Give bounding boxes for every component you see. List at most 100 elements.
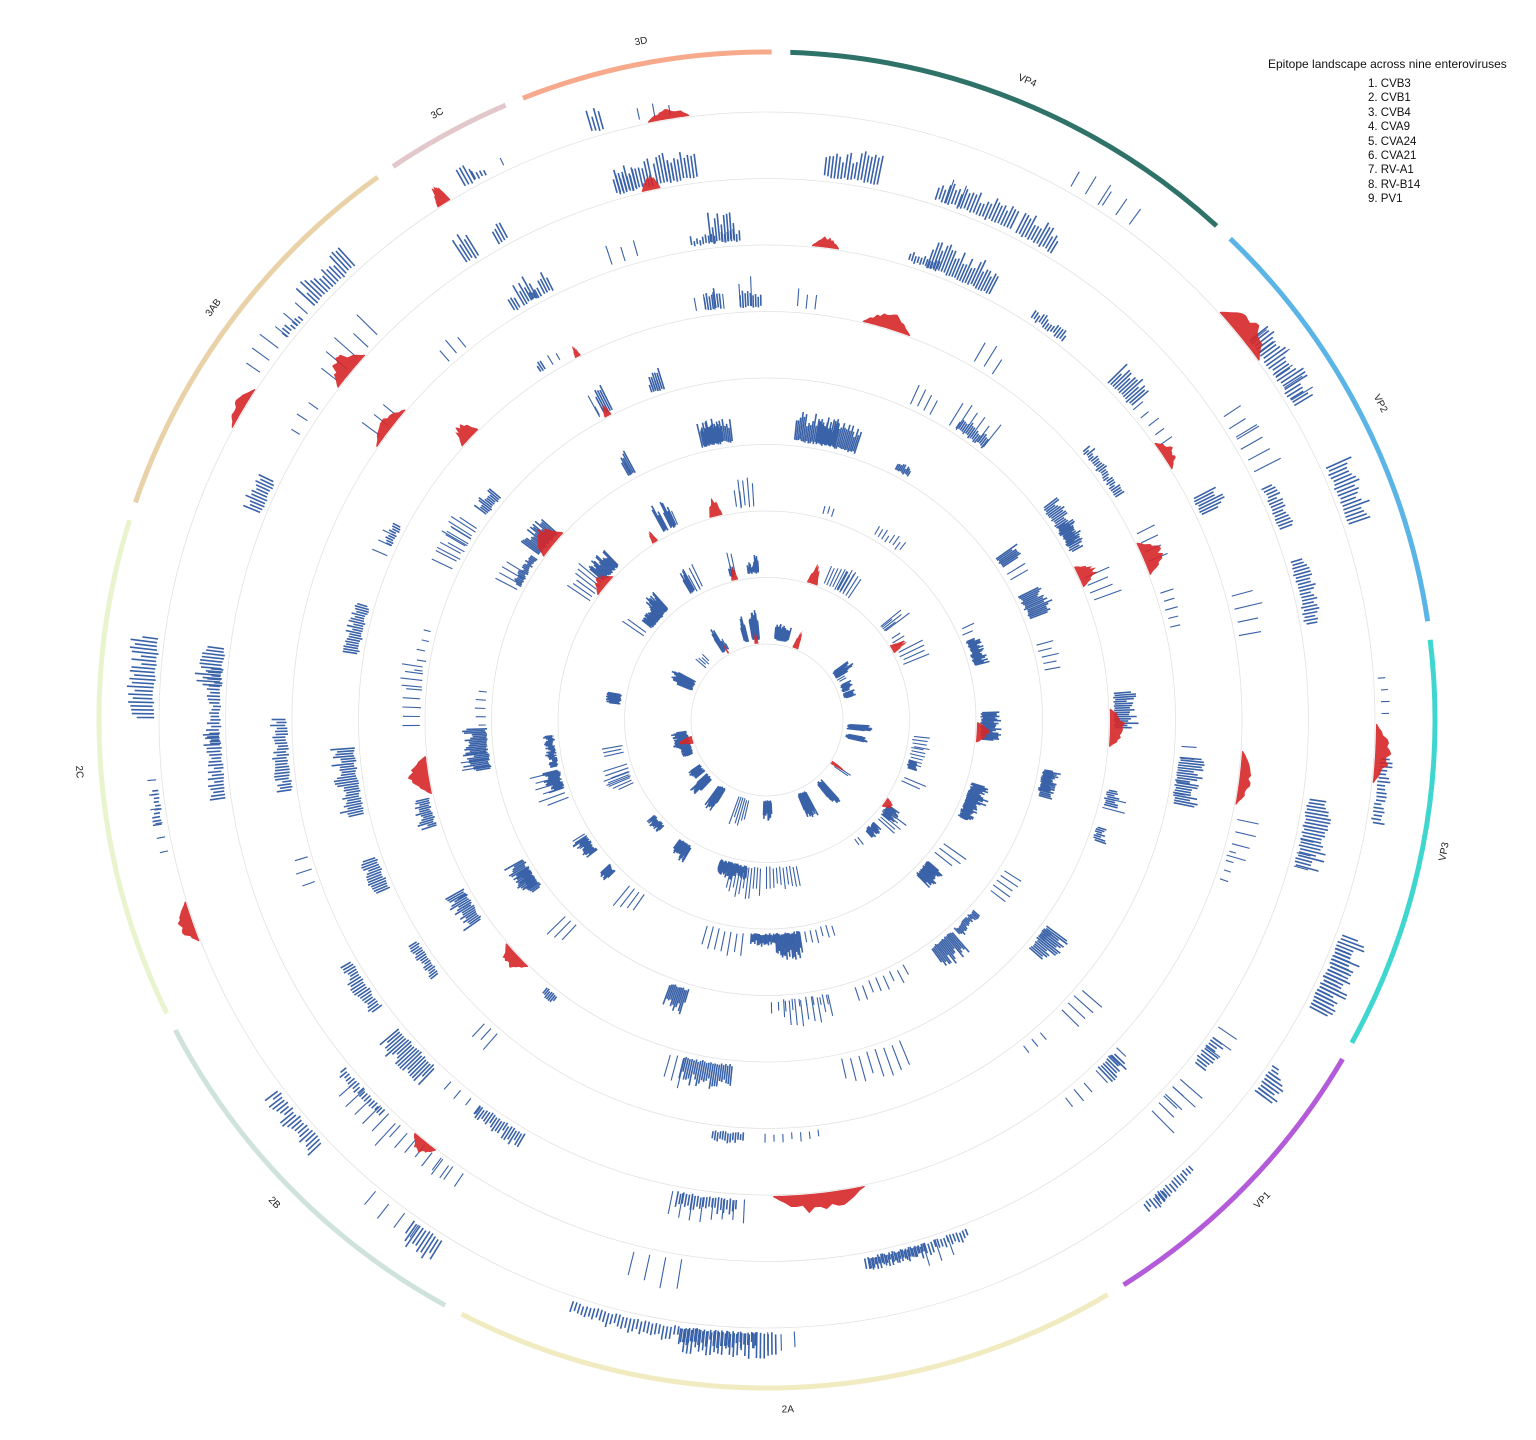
epitope-bar <box>1026 224 1037 240</box>
epitope-bar <box>916 256 920 264</box>
epitope-bar <box>489 1117 498 1128</box>
epitope-bar <box>274 759 288 763</box>
epitope-bar <box>573 1302 578 1312</box>
epitope-bar <box>966 267 976 285</box>
epitope-bar <box>1298 583 1316 589</box>
epitope-bar <box>704 785 720 806</box>
epitope-bar <box>945 179 955 204</box>
epitope-bar <box>703 297 707 310</box>
epitope-bar <box>328 265 342 280</box>
epitope-bar <box>1340 491 1358 500</box>
epitope-bar <box>346 800 362 805</box>
epitope-bar <box>547 774 561 780</box>
epitope-bar <box>498 222 509 239</box>
epitope-bar <box>451 896 468 908</box>
epitope-bar <box>707 427 713 444</box>
epitope-bar <box>449 898 470 911</box>
epitope-bar <box>1004 870 1022 882</box>
epitope-bar <box>140 655 157 659</box>
epitope-bar <box>932 260 938 270</box>
epitope-bar <box>445 888 465 901</box>
epitope-bar <box>545 744 553 747</box>
epitope-bar <box>677 1328 682 1345</box>
epitope-bar <box>152 819 162 823</box>
epitope-bar <box>972 785 987 792</box>
epitope-bar <box>882 613 902 630</box>
epitope-bar <box>572 583 593 598</box>
epitope-bar <box>385 536 394 542</box>
epitope-bar <box>913 735 930 739</box>
epitope-bar <box>959 814 968 820</box>
epitope-bar <box>1030 945 1044 957</box>
epitope-bar <box>1038 792 1051 798</box>
epitope-bar <box>1009 210 1020 230</box>
epitope-bar <box>972 192 983 213</box>
epitope-bar <box>1107 363 1128 384</box>
epitope-bar <box>688 1060 696 1086</box>
epitope-bar <box>1328 462 1348 472</box>
epitope-bar <box>820 425 826 444</box>
epitope-bar <box>620 462 630 476</box>
epitope-bar <box>548 762 557 766</box>
epitope-bar <box>933 1239 937 1248</box>
epitope-bar <box>283 312 299 326</box>
epitope-bar <box>513 1131 521 1141</box>
epitope-bar <box>1333 955 1351 964</box>
epitope-bar <box>1175 792 1186 796</box>
epitope-bar <box>842 572 857 595</box>
epitope-bar <box>1102 806 1125 814</box>
epitope-bar <box>553 785 564 791</box>
track-gridline-cva21 <box>491 444 1043 996</box>
epitope-bar <box>394 1046 415 1065</box>
epitope-bar <box>519 874 533 884</box>
epitope-bar <box>736 1331 739 1356</box>
epitope-bar <box>353 332 369 348</box>
epitope-bar <box>750 567 753 574</box>
epitope-bar <box>717 859 723 872</box>
epitope-bar <box>1165 1093 1183 1111</box>
epitope-bar <box>649 1323 654 1336</box>
epitope-bar <box>656 367 666 390</box>
epitope-bar <box>516 869 530 880</box>
epitope-bar <box>456 233 473 259</box>
epitope-bar <box>716 1330 719 1348</box>
epitope-bar <box>207 698 221 701</box>
epitope-bar <box>547 754 557 758</box>
epitope-bar <box>796 288 800 307</box>
track-gridline-cvb1 <box>225 178 1309 1262</box>
epitope-bar <box>923 394 933 411</box>
epitope-bar <box>849 1058 857 1082</box>
epitope-bar <box>718 420 724 442</box>
epitope-bar <box>668 1326 672 1340</box>
epitope-bar <box>722 293 725 309</box>
epitope-bar <box>1238 631 1262 637</box>
epitope-bar <box>799 411 804 440</box>
epitope-bar <box>1330 470 1350 480</box>
epitope-bar <box>249 503 263 511</box>
epitope-bar <box>361 421 381 436</box>
epitope-bar <box>356 314 378 336</box>
epitope-bar <box>205 670 223 673</box>
epitope-bar <box>1003 205 1015 227</box>
epitope-bar <box>652 820 659 827</box>
epitope-bar <box>549 994 556 1003</box>
epitope-bar <box>1102 476 1109 482</box>
epitope-bar <box>1128 208 1142 225</box>
epitope-bar <box>904 776 927 788</box>
epitope-bar <box>272 736 286 739</box>
epitope-bar <box>909 384 920 405</box>
epitope-bar <box>910 756 923 761</box>
epitope-bar <box>958 264 968 282</box>
epitope-bar <box>752 866 756 889</box>
epitope-bar <box>1334 951 1351 960</box>
epitope-bar <box>462 912 478 924</box>
epitope-bar <box>742 866 747 880</box>
track-bars-pv1 <box>670 610 873 826</box>
epitope-bar <box>1196 1058 1208 1068</box>
epitope-bar <box>733 796 742 818</box>
epitope-bar <box>735 233 738 242</box>
epitope-bar <box>720 1331 724 1355</box>
epitope-bar <box>441 530 468 547</box>
epitope-bar <box>737 1132 740 1140</box>
epitope-bar <box>555 353 561 361</box>
